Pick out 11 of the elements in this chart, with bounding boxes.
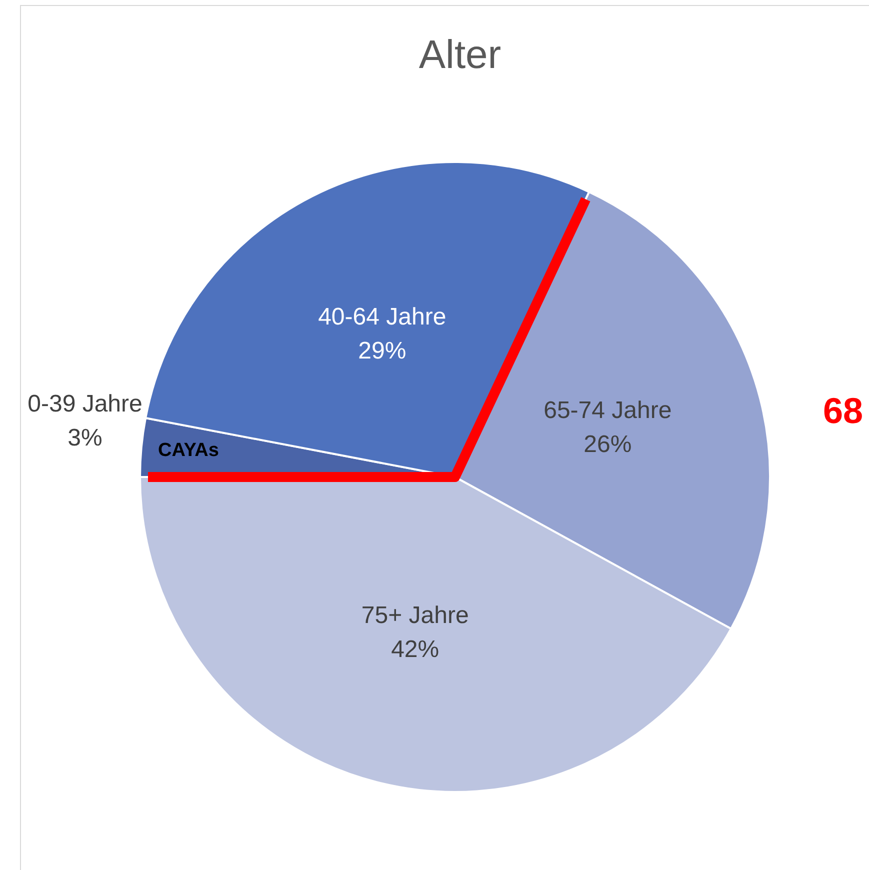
slice-label: 0-39 Jahre — [28, 390, 142, 418]
text: CAYAs — [158, 440, 219, 462]
data-label: 3% — [68, 424, 102, 452]
slice-label: 40-64 Jahre — [318, 303, 446, 330]
data-label: 26% — [584, 430, 632, 458]
slice-label: 65-74 Jahre — [544, 396, 672, 424]
data-label: 29% — [358, 337, 406, 364]
data-label: 42% — [391, 636, 440, 663]
slice-label: 75+ Jahre — [361, 602, 469, 629]
chart-title: Alter — [418, 33, 502, 77]
text: 68 — [822, 390, 863, 432]
